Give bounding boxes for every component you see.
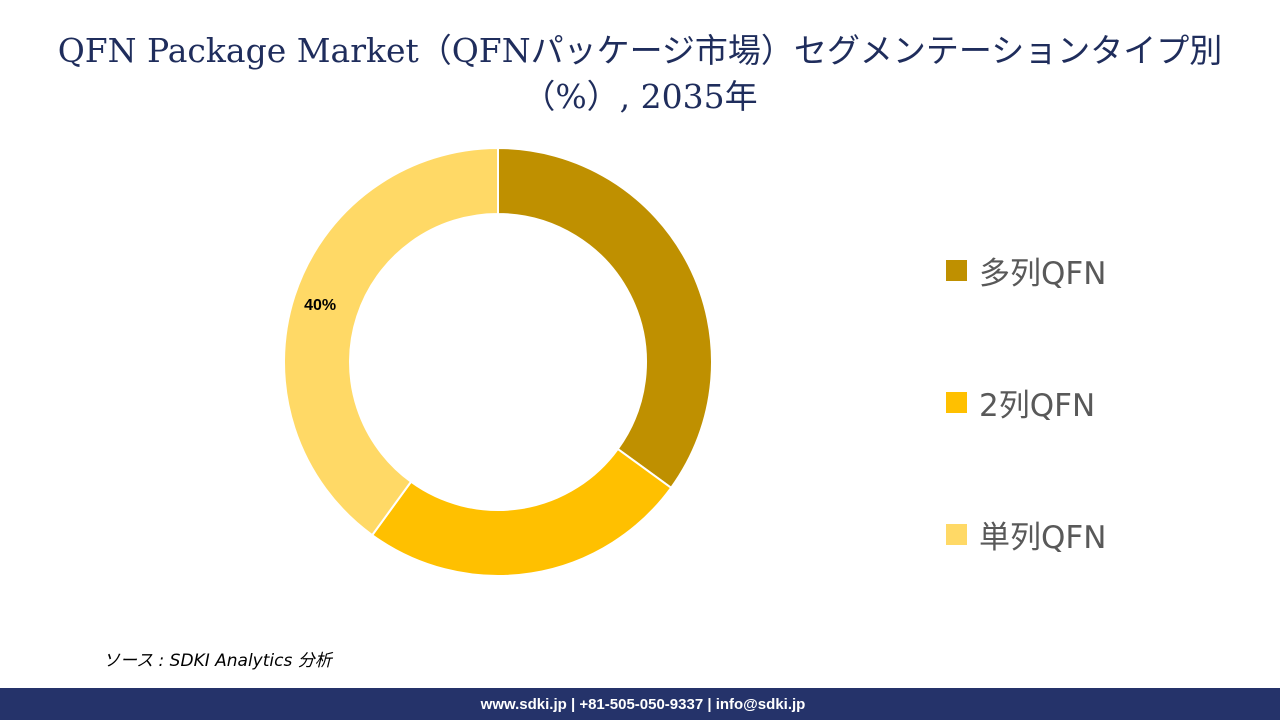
legend-item-3: 単列QFN [946, 509, 1106, 559]
legend-label: 多列QFN [979, 255, 1107, 292]
legend-swatch [946, 391, 967, 413]
footer-bar: www.sdki.jp | +81-505-050-9337 | info@sd… [0, 688, 1280, 720]
legend-label: 2列QFN [979, 387, 1096, 424]
source-note: ソース : SDKI Analytics 分析 [103, 651, 332, 671]
legend-item-1: 多列QFN [946, 245, 1106, 295]
legend-swatch [946, 259, 967, 281]
donut-slice-1 [497, 146, 713, 490]
legend-swatch [946, 523, 967, 545]
footer-contact: www.sdki.jp | +81-505-050-9337 | info@sd… [480, 695, 806, 713]
legend-item-2: 2列QFN [946, 377, 1095, 427]
data-label-3: 40% [304, 297, 336, 314]
donut-slice-2 [370, 447, 673, 577]
donut-slice-3 [283, 146, 499, 537]
legend-label: 単列QFN [979, 519, 1107, 556]
chart-title: QFN Package Market（QFNパッケージ市場）セグメンテーションタ… [57, 31, 1223, 116]
